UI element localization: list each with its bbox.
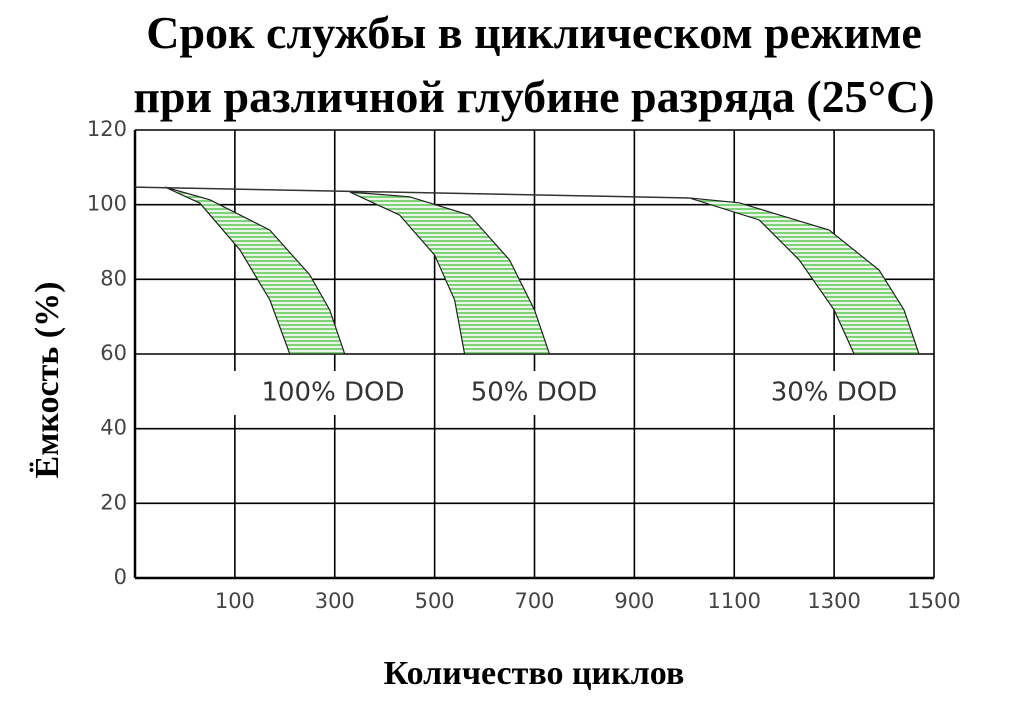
- band: [164, 186, 346, 355]
- y-tick-label: 100: [87, 192, 127, 216]
- band-label: 50% DOD: [471, 378, 598, 408]
- x-tick-label: 1500: [907, 589, 960, 613]
- y-tick-label: 20: [100, 490, 127, 514]
- band-label: 30% DOD: [771, 378, 898, 408]
- x-tick-label: 1100: [708, 589, 761, 613]
- x-tick-label: 900: [614, 589, 654, 613]
- y-tick-label: 40: [100, 416, 127, 440]
- chart-title: при различной глубине разряда (25°С): [133, 71, 934, 122]
- x-tick-label: 100: [215, 589, 255, 613]
- label-background: [449, 371, 619, 415]
- x-tick-label: 500: [415, 589, 455, 613]
- y-tick-label: 120: [87, 117, 127, 141]
- y-tick-label: 60: [100, 341, 127, 365]
- x-tick-label: 1300: [807, 589, 860, 613]
- band-label: 100% DOD: [261, 378, 404, 408]
- y-axis-label: Ёмкость (%): [29, 282, 66, 479]
- label-background: [233, 371, 433, 415]
- band: [689, 197, 920, 355]
- y-tick-label: 0: [114, 565, 127, 589]
- x-tick-label: 300: [315, 589, 355, 613]
- line: [134, 186, 690, 199]
- y-tick-label: 80: [100, 266, 127, 290]
- chart-title: Срок службы в циклическом режиме: [146, 7, 922, 58]
- x-axis-label: Количество циклов: [384, 655, 685, 692]
- x-tick-label: 700: [514, 589, 554, 613]
- band: [349, 191, 551, 355]
- label-background: [744, 371, 924, 415]
